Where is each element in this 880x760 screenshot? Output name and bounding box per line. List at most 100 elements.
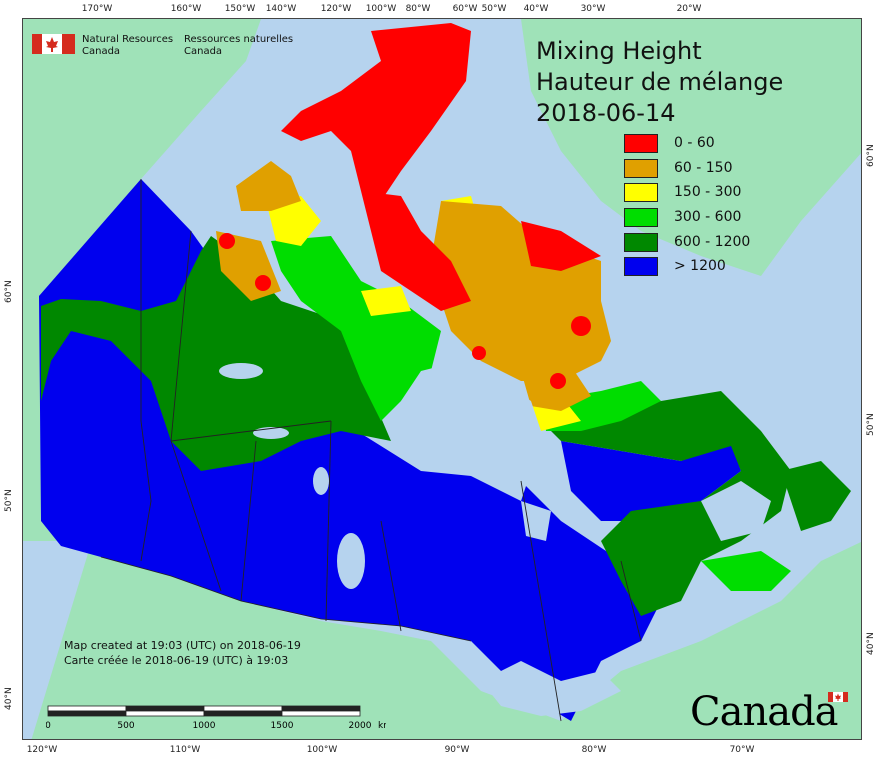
title-en: Mixing Height (536, 37, 702, 65)
lake (313, 467, 329, 495)
lon-label: 140°W (265, 4, 297, 14)
timestamp-en: Map created at 19:03 (UTC) on 2018-06-19 (64, 639, 301, 652)
region-0-60-spot (550, 373, 566, 389)
lon-label: 150°W (224, 4, 256, 14)
legend-swatch (624, 257, 658, 277)
neighbor-land (23, 19, 861, 739)
lat-label: 50°N (866, 413, 876, 436)
region-0-60-north (281, 23, 471, 201)
wordmark-text: Canada (690, 689, 839, 735)
lon-label: 170°W (81, 4, 113, 14)
scale-segment (47, 705, 127, 712)
scale-segment (47, 710, 127, 717)
canada-wordmark: Canada (690, 690, 850, 734)
lon-label: 100°W (365, 4, 397, 14)
timestamp-fr: Carte créée le 2018-06-19 (UTC) à 19:03 (64, 654, 289, 667)
legend-swatch (624, 158, 658, 178)
region-600-1200-nl (781, 461, 851, 531)
lat-label: 60°N (4, 280, 14, 303)
legend-label: 300 - 600 (674, 209, 742, 226)
lat-label: 40°N (4, 687, 14, 710)
region-600-1200-west (41, 236, 391, 471)
region-0-60-spot (255, 275, 271, 291)
lon-label: 30°W (580, 4, 606, 14)
legend-label: > 1200 (674, 258, 726, 275)
title-fr: Hauteur de mélange (536, 68, 784, 96)
region-150-300-d (361, 286, 411, 316)
agency-fr-line1: Ressources naturelles (184, 34, 294, 45)
map-graphics (23, 19, 861, 739)
region-0-60-spot (219, 233, 235, 249)
lon-label: 80°W (405, 4, 431, 14)
creation-timestamp: Map created at 19:03 (UTC) on 2018-06-19… (64, 638, 301, 668)
lon-label: 100°W (306, 745, 338, 755)
lon-label: 160°W (170, 4, 202, 14)
region-150-300 (266, 196, 321, 246)
legend-label: 0 - 60 (674, 135, 715, 151)
scale-segment (281, 710, 361, 717)
lon-label: 120°W (26, 745, 58, 755)
scale-label: 1500 (271, 721, 294, 731)
region-0-60-east (521, 221, 601, 271)
lat-label: 50°N (4, 489, 14, 512)
legend-swatch (624, 208, 658, 228)
region-0-60-mid (361, 191, 471, 311)
agency-en-line2: Canada (82, 46, 121, 57)
region-300-600-mar (701, 551, 791, 591)
lat-label: 40°N (866, 632, 876, 655)
lake (337, 533, 365, 589)
scale-label: 500 (117, 721, 134, 731)
scale-segment (203, 705, 283, 712)
provincial-boundaries (140, 179, 642, 722)
lon-label: 90°W (444, 745, 470, 755)
canada-flag-icon (32, 34, 75, 54)
scale-label: 2000 (349, 721, 372, 731)
scale-unit: km (378, 721, 386, 731)
southern-border (100, 556, 472, 642)
scale-label: 1000 (193, 721, 216, 731)
region-0-60-spot (571, 316, 591, 336)
agency-name-en: Natural Resources Canada (82, 34, 173, 58)
scale-segment (125, 705, 205, 712)
alaska-land (23, 19, 261, 301)
scale-label: 0 (46, 721, 51, 731)
lat-label: 60°N (866, 144, 876, 167)
title-date: 2018-06-14 (536, 99, 676, 127)
agency-en-line1: Natural Resources (82, 34, 174, 45)
lon-label: 70°W (729, 745, 755, 755)
lon-label: 80°W (581, 745, 607, 755)
scale-segment (203, 710, 283, 717)
legend-swatch (624, 232, 658, 252)
lon-label: 50°W (481, 4, 507, 14)
region-60-150 (431, 201, 611, 381)
region-600-1200-east (541, 391, 791, 616)
great-lakes (481, 661, 621, 716)
scale-bar: 0 500 1000 1500 2000 km (46, 705, 386, 731)
map-title: Mixing Height Hauteur de mélange 2018-06… (536, 36, 783, 129)
greenland-land (521, 19, 861, 276)
region-0-60-spot (472, 346, 486, 360)
legend-label: 150 - 300 (674, 184, 742, 201)
lon-label: 60°W (452, 4, 478, 14)
scale-segment (125, 710, 205, 717)
region-gt1200-east (561, 441, 741, 521)
hudson-bay (401, 361, 541, 501)
legend-swatch (624, 183, 658, 203)
legend-label: 600 - 1200 (674, 233, 751, 250)
scale-segment (281, 705, 361, 712)
canada-flag-icon (828, 692, 848, 702)
james-bay (521, 501, 551, 541)
map-canvas[interactable] (22, 18, 862, 740)
lon-label: 120°W (320, 4, 352, 14)
lon-label: 110°W (169, 745, 201, 755)
lake (219, 363, 263, 379)
agency-name-fr: Ressources naturelles Canada (184, 34, 293, 58)
gulf-st-lawrence (701, 481, 771, 541)
legend-swatch (624, 134, 658, 153)
agency-fr-line2: Canada (184, 46, 223, 57)
lon-label: 20°W (676, 4, 702, 14)
region-60-150-w (236, 161, 301, 211)
region-300-600 (271, 236, 441, 421)
lon-label: 40°W (523, 4, 549, 14)
